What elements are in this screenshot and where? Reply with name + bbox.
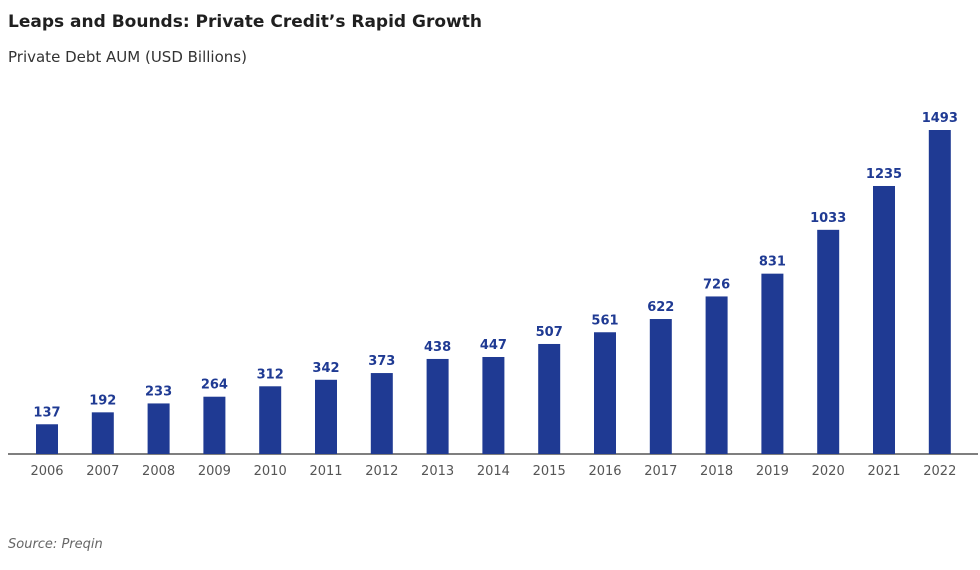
chart-subtitle: Private Debt AUM (USD Billions)	[8, 48, 247, 66]
bar-2022	[928, 130, 951, 454]
data-label-2006: 137	[33, 405, 60, 420]
data-label-2015: 507	[536, 325, 563, 340]
data-label-2019: 831	[759, 255, 786, 270]
bar-2014	[482, 356, 505, 454]
bar-2021	[873, 185, 895, 454]
bar-2020	[817, 229, 840, 454]
x-tick-label-2020: 2020	[812, 464, 845, 479]
data-label-2017: 622	[647, 300, 674, 315]
data-label-2020: 1033	[810, 211, 846, 226]
x-tick-label-2008: 2008	[142, 464, 175, 479]
bar-2007	[91, 412, 114, 454]
bar-2010	[259, 386, 282, 454]
chart-title: Leaps and Bounds: Private Credit’s Rapid…	[8, 12, 482, 32]
x-tick-label-2007: 2007	[86, 464, 119, 479]
x-tick-label-2022: 2022	[923, 464, 956, 479]
data-label-2010: 312	[257, 367, 284, 382]
x-tick-label-2013: 2013	[421, 464, 454, 479]
bar-2015	[538, 343, 561, 454]
bar-2017	[649, 319, 672, 454]
x-tick-label-2018: 2018	[700, 464, 733, 479]
data-label-2009: 264	[201, 378, 228, 393]
x-tick-label-2015: 2015	[533, 464, 566, 479]
x-tick-label-2012: 2012	[365, 464, 398, 479]
data-label-2012: 373	[368, 354, 395, 369]
bar-2016	[594, 332, 616, 454]
x-tick-label-2019: 2019	[756, 464, 789, 479]
bar-2012	[370, 373, 393, 454]
bar-2006	[36, 424, 58, 454]
x-tick-label-2011: 2011	[309, 464, 342, 479]
x-tick-label-2009: 2009	[198, 464, 231, 479]
data-label-2014: 447	[480, 338, 507, 353]
data-label-2007: 192	[89, 393, 116, 408]
data-label-2008: 233	[145, 384, 172, 399]
x-tick-label-2014: 2014	[477, 464, 510, 479]
x-tick-label-2021: 2021	[867, 464, 900, 479]
data-label-2016: 561	[591, 313, 618, 328]
source-note: Source: Preqin	[8, 537, 103, 552]
data-label-2013: 438	[424, 340, 451, 355]
data-label-2018: 726	[703, 277, 730, 292]
x-tick-label-2016: 2016	[588, 464, 621, 479]
x-tick-label-2017: 2017	[644, 464, 677, 479]
data-label-2021: 1235	[866, 167, 902, 182]
bar-2008	[147, 403, 170, 454]
bar-2019	[761, 273, 784, 454]
bar-2009	[203, 396, 226, 454]
bar-2011	[315, 379, 337, 454]
bar-2013	[426, 358, 449, 454]
bar-2018	[705, 296, 728, 454]
x-tick-label-2006: 2006	[30, 464, 63, 479]
data-label-2022: 1493	[922, 111, 958, 126]
data-label-2011: 342	[312, 361, 339, 376]
x-tick-label-2010: 2010	[254, 464, 287, 479]
